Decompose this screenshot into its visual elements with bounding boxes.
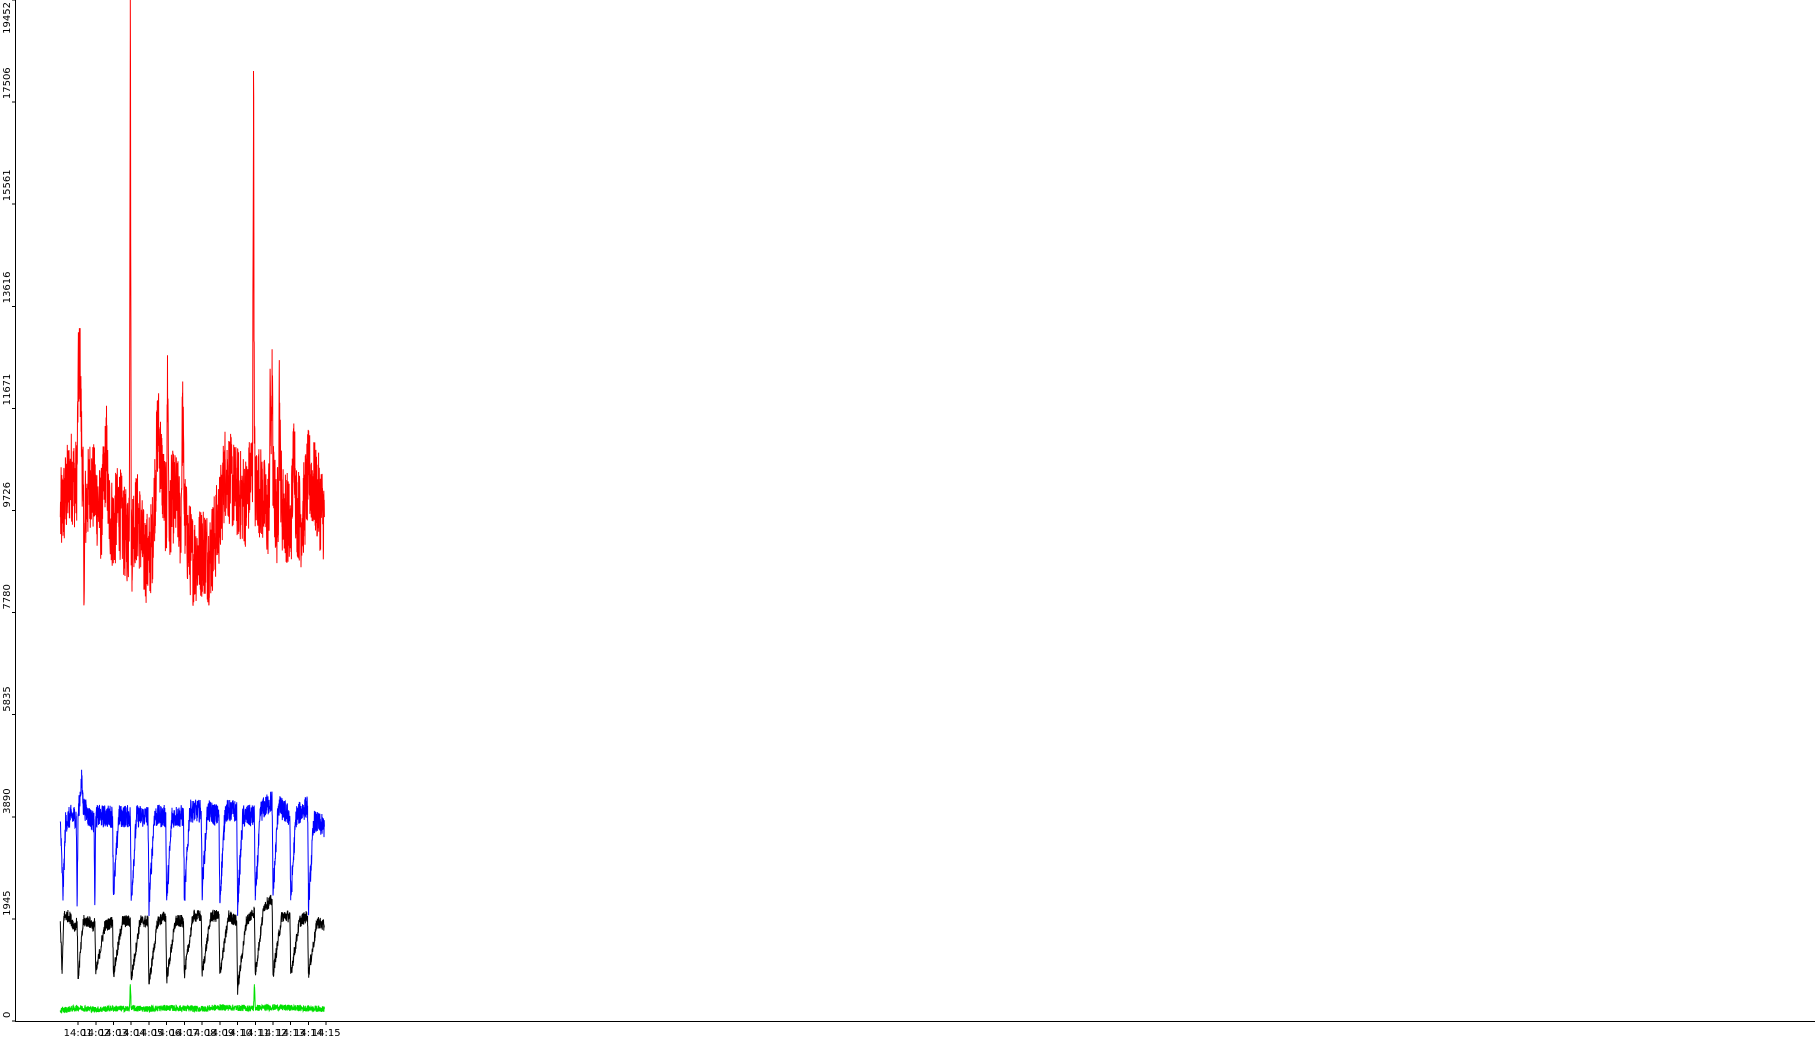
series-line-1	[59, 0, 325, 606]
x-tick-label-14: 14:15	[312, 1028, 341, 1039]
x-tick-label-13: 14:14	[294, 1028, 323, 1039]
y-tick-label-7: 13616	[2, 272, 13, 304]
x-tick-label-8: 14:09	[205, 1028, 234, 1039]
y-tick-label-3: 5835	[2, 686, 13, 711]
series-line-2	[59, 769, 325, 917]
y-tick-label-10: 19452	[2, 2, 13, 34]
x-tick-label-1: 14:02	[81, 1028, 110, 1039]
y-tick-label-8: 15561	[2, 169, 13, 201]
x-tick-label-11: 14:12	[259, 1028, 288, 1039]
y-tick-label-6: 11671	[2, 374, 13, 406]
y-tick-label-5: 9726	[2, 482, 13, 507]
x-tick-label-3: 14:04	[117, 1028, 146, 1039]
series-line-4	[59, 984, 325, 1014]
x-tick-label-4: 14:05	[135, 1028, 164, 1039]
x-tick-label-5: 14:06	[152, 1028, 181, 1039]
series-layer	[59, 0, 325, 1014]
x-tick-label-6: 14:07	[170, 1028, 199, 1039]
series-line-3	[59, 894, 325, 995]
y-tick-label-1: 1945	[2, 890, 13, 915]
x-tick-label-9: 14:10	[223, 1028, 252, 1039]
y-tick-label-9: 17506	[2, 67, 13, 99]
x-tick-label-7: 14:08	[188, 1028, 217, 1039]
x-axis-ticks: 14:0114:0214:0314:0414:0514:0614:0714:08…	[64, 1021, 341, 1039]
y-axis-ticks: 0 1945 3890 5835 7780 9726 11671 13616 15561 1750…	[2, 0, 16, 1022]
y-tick-label-0: 0	[2, 1012, 13, 1018]
x-tick-label-2: 14:03	[99, 1028, 128, 1039]
x-tick-label-12: 14:13	[276, 1028, 305, 1039]
y-tick-label-2: 3890	[2, 788, 13, 813]
x-tick-label-0: 14:01	[64, 1028, 93, 1039]
x-tick-label-10: 14:11	[241, 1028, 270, 1039]
y-tick-label-4: 7780	[2, 584, 13, 609]
